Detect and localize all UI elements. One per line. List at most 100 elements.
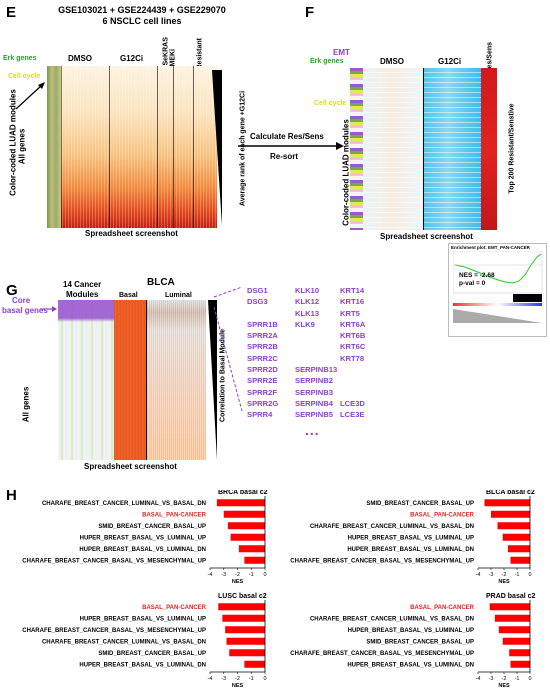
gene-name: KLK10 <box>295 286 320 295</box>
heatmap-g-modules <box>58 300 114 460</box>
x-tick-label: 0 <box>528 572 531 578</box>
gene-set-label: HUPER_BREAST_BASAL_VS_LUMINAL_DN <box>347 663 474 669</box>
gene-name: KRT6C <box>340 342 366 352</box>
gene-set-label: CHARAFE_BREAST_CANCER_BASAL_VS_MESENCHYM… <box>290 651 474 657</box>
x-tick-label: -2 <box>502 572 507 578</box>
gene-name <box>295 353 337 364</box>
nes-bar <box>216 499 265 507</box>
gene-name: DSG3 <box>247 297 268 307</box>
nes-bar <box>497 522 530 530</box>
nes-bar <box>218 603 265 611</box>
nes-bar <box>222 614 265 622</box>
col-dmso-e: DMSO <box>68 54 92 63</box>
nes-bar <box>225 626 265 634</box>
nes-bar <box>489 603 530 611</box>
enrichment-inset: Enrichment plot: EMT_PAN-CANCER NES = -2… <box>448 243 547 337</box>
gene-set-label: BASAL_PAN-CANCER <box>410 513 475 519</box>
inset-nes: NES = -2.68 <box>459 272 495 279</box>
x-tick-label: -1 <box>249 676 254 682</box>
gene-set-label: HUPER_BREAST_BASAL_VS_LUMINAL_UP <box>80 617 206 623</box>
corr-wedge <box>208 300 217 460</box>
gene-name <box>295 341 337 352</box>
x-tick-label: 0 <box>263 572 266 578</box>
gene-name: KLK9 <box>295 319 315 329</box>
zoom-lines <box>213 286 243 412</box>
gene-name: SPRR2C <box>247 353 278 363</box>
nes-bar <box>502 533 530 541</box>
erk-genes-label: Erk genes <box>3 55 37 62</box>
gene-name <box>295 330 337 341</box>
col-modules-g-2: Modules <box>66 290 99 299</box>
gene-name: KRT6B <box>340 331 366 341</box>
gene-list-col1: DSG1 DSG3 SPRR1B SPRR2A SPRR2B SPRR2C SPRR2D S… <box>247 285 278 421</box>
gene-set-label: BASAL_PAN-CANCER <box>142 513 207 519</box>
x-tick-label: -4 <box>476 572 481 578</box>
gene-set-label: SMID_BREAST_CANCER_BASAL_UP <box>98 524 206 530</box>
gene-name: SERPINB3 <box>295 387 333 397</box>
top200-label: Top 200 Resistant/Senstive <box>508 103 516 194</box>
gene-name <box>340 387 365 398</box>
arrow-label-2: Re-sort <box>270 152 299 161</box>
x-tick-label: 0 <box>263 676 266 682</box>
pointer-arrow-e <box>15 82 45 110</box>
col-g12ci-f: G12Ci <box>438 57 462 66</box>
inset-curve <box>453 251 543 323</box>
gene-name <box>247 308 278 319</box>
gene-name: SPRR2F <box>247 387 277 397</box>
panel-e-title: GSE103021 + GSE224439 + GSE229070 <box>58 5 226 15</box>
panel-f-letter: F <box>305 4 315 21</box>
gene-set-label: SMID_BREAST_CANCER_BASAL_UP <box>366 501 474 507</box>
heatmap-g-luminal <box>146 300 206 460</box>
x-axis-label: NES <box>498 683 510 689</box>
panel-g-letter: G <box>6 282 18 299</box>
footer-f: Spreadsheet screenshot <box>380 232 473 241</box>
nes-bar <box>226 637 265 645</box>
all-genes-label-e: All genes <box>17 128 27 165</box>
col-dmso-f: DMSO <box>380 57 404 66</box>
process-arrow <box>238 142 344 150</box>
core-label: Core <box>12 296 31 305</box>
basal-genes-label: basal genes <box>2 306 48 315</box>
gene-name: SERPINB2 <box>295 376 333 386</box>
nes-bar <box>229 649 265 657</box>
x-tick-label: -1 <box>249 572 254 578</box>
nes-bar <box>507 545 530 553</box>
gene-name: SPRR2D <box>247 365 278 375</box>
core-arrow <box>40 306 57 312</box>
gene-set-label: HUPER_BREAST_BASAL_VS_LUMINAL_UP <box>348 628 474 634</box>
col-blca-g: BLCA <box>147 277 175 288</box>
gene-name: DSG1 <box>247 286 268 295</box>
gene-name: LCE3E <box>340 410 365 420</box>
x-tick-label: -2 <box>502 676 507 682</box>
x-tick-label: -4 <box>208 572 213 578</box>
gene-list-col2: KLK10 KLK12 KLK13 KLK9 SERPINB13 SERPINB2 SER… <box>295 285 337 421</box>
nes-bar <box>510 556 530 564</box>
gene-set-label: HUPER_BREAST_BASAL_VS_LUMINAL_DN <box>79 663 206 669</box>
gene-name: KRT78 <box>340 353 365 363</box>
heatmap-f-modules <box>350 68 363 230</box>
panel-e-letter: E <box>6 4 17 21</box>
chart-title: BLCA basal c2 <box>486 490 535 496</box>
gene-set-label: CHARAFE_BREAST_CANCER_BASAL_VS_MESENCHYM… <box>22 628 206 634</box>
heatmap-g-basal <box>114 300 146 460</box>
nes-bar <box>227 522 265 530</box>
x-axis-label: NES <box>498 579 510 585</box>
x-tick-label: -1 <box>515 676 520 682</box>
chart-title: BRCA basal c2 <box>218 490 268 496</box>
gene-set-label: CHARAFE_BREAST_CANCER_BASAL_VS_MESENCHYM… <box>22 559 206 565</box>
gene-name: SERPINB4 <box>295 398 333 408</box>
panel-h-charts: BRCA basal c2 CHARAFE_BREAST_CANCER_LUMIN… <box>22 490 535 689</box>
gene-name: KRT6A <box>340 319 366 329</box>
gene-name: SPRR2B <box>247 342 278 352</box>
gene-set-label: SMID_BREAST_CANCER_BASAL_UP <box>98 651 206 657</box>
panel-h-letter: H <box>6 487 17 504</box>
gene-name: KRT16 <box>340 297 365 307</box>
col-g12ci-e: G12Ci <box>120 54 144 63</box>
x-tick-label: -3 <box>489 676 494 682</box>
gene-name: LCE3D <box>340 398 365 408</box>
arrow-label-1: Calculate Res/Sens <box>250 132 324 141</box>
nes-bar <box>491 510 530 518</box>
gene-name <box>340 375 365 386</box>
x-tick-label: 0 <box>528 676 531 682</box>
gene-name: KLK12 <box>295 297 320 307</box>
